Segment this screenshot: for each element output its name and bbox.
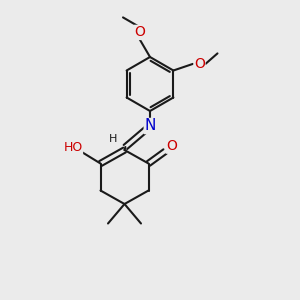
Text: O: O	[134, 26, 145, 39]
Text: O: O	[194, 57, 205, 71]
Text: H: H	[109, 134, 117, 145]
Text: O: O	[166, 139, 177, 153]
Text: HO: HO	[63, 141, 82, 154]
Text: N: N	[144, 118, 156, 134]
